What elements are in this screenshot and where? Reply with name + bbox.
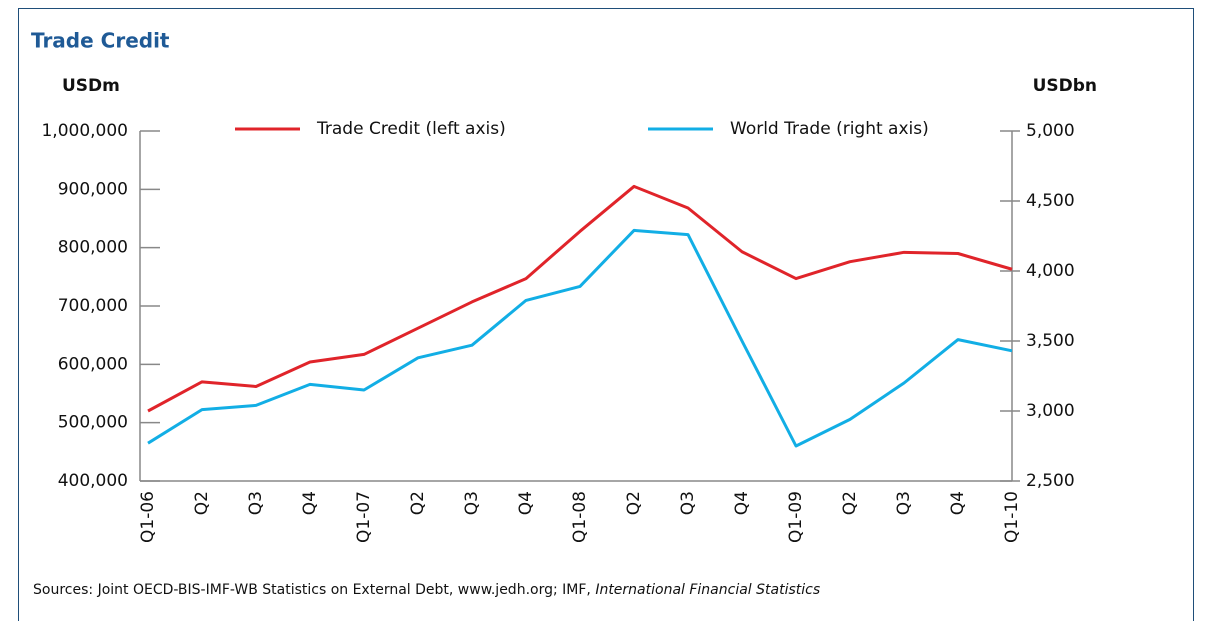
x-tick-label: Q3 — [678, 491, 698, 515]
y-tick-label: 500,000 — [58, 413, 128, 433]
frame — [18, 8, 1194, 621]
source-text: Joint OECD-BIS-IMF-WB Statistics on Exte… — [97, 582, 596, 598]
y-axis-label: USDm — [62, 76, 120, 96]
y2-tick-label: 3,500 — [1026, 331, 1075, 351]
y-tick-label: 400,000 — [58, 471, 128, 491]
y-tick-label: 900,000 — [58, 179, 128, 199]
y2-tick-label: 3,000 — [1026, 401, 1075, 421]
source-italic: International Financial Statistics — [595, 582, 820, 598]
y-tick-label: 800,000 — [58, 238, 128, 258]
x-tick-label: Q1-07 — [354, 491, 374, 543]
legend-label: World Trade (right axis) — [730, 119, 929, 139]
y2-tick-label: 5,000 — [1026, 121, 1075, 141]
y2-axis-label: USDbn — [1033, 76, 1097, 96]
x-tick-label: Q4 — [516, 491, 536, 515]
x-tick-label: Q3 — [894, 491, 914, 515]
x-tick-label: Q2 — [192, 491, 212, 515]
x-tick-label: Q1-08 — [570, 491, 590, 543]
x-tick-label: Q3 — [462, 491, 482, 515]
x-tick-label: Q2 — [624, 491, 644, 515]
series-line — [147, 228, 1013, 448]
x-tick-label: Q4 — [948, 491, 968, 515]
x-tick-label: Q1-06 — [138, 491, 158, 543]
x-tick-label: Q4 — [732, 491, 752, 515]
source: Sources: Joint OECD-BIS-IMF-WB Statistic… — [33, 582, 820, 598]
source-label: Sources: — [33, 582, 93, 598]
x-tick-label: Q3 — [246, 491, 266, 515]
x-tick-label: Q1-09 — [786, 491, 806, 543]
legend-label: Trade Credit (left axis) — [316, 119, 506, 139]
y-tick-label: 1,000,000 — [41, 121, 128, 141]
y2-tick-label: 2,500 — [1026, 471, 1075, 491]
x-tick-label: Q4 — [300, 491, 320, 515]
y2-tick-label: 4,000 — [1026, 261, 1075, 281]
x-tick-label: Q2 — [408, 491, 428, 515]
series-line — [147, 184, 1013, 413]
y-tick-label: 700,000 — [58, 296, 128, 316]
chart-title: Trade Credit — [31, 29, 170, 53]
x-tick-label: Q1-10 — [1002, 491, 1022, 543]
y-tick-label: 600,000 — [58, 354, 128, 374]
y2-tick-label: 4,500 — [1026, 191, 1075, 211]
x-tick-label: Q2 — [840, 491, 860, 515]
